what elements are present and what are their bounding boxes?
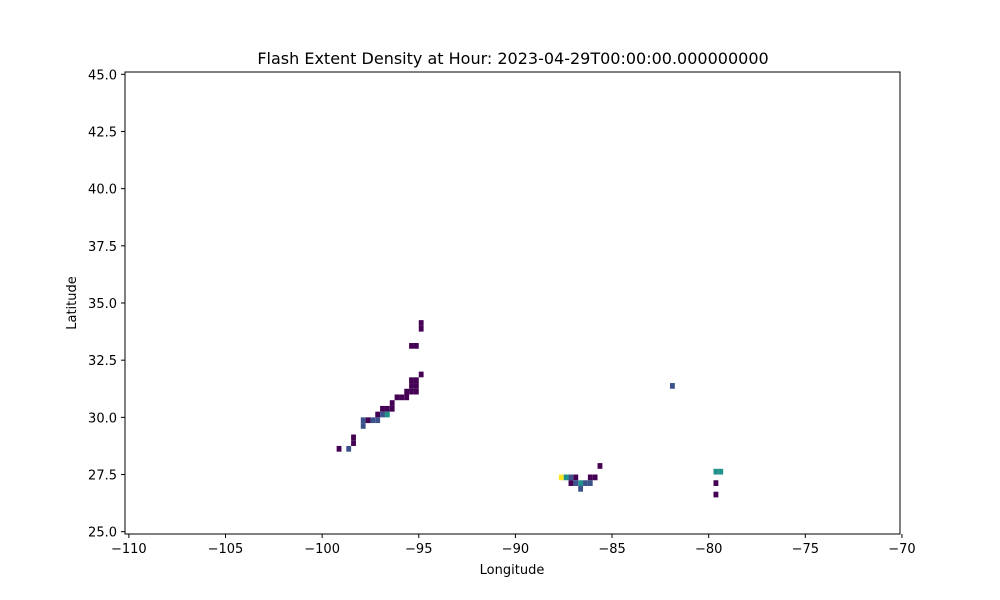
heatmap-cell xyxy=(384,405,390,412)
x-tick-label: −110 xyxy=(111,542,147,557)
y-tick-label: 27.5 xyxy=(88,469,117,484)
heatmap-cell xyxy=(413,377,419,384)
y-tick-label: 32.5 xyxy=(88,354,117,369)
heatmap-cell xyxy=(399,394,405,401)
heatmap-cell xyxy=(360,417,366,424)
x-tick-label: −95 xyxy=(405,542,432,557)
x-tick-label: −75 xyxy=(792,542,819,557)
x-tick-label: −90 xyxy=(502,542,529,557)
heatmap-cell xyxy=(558,474,564,481)
heatmap-cell xyxy=(384,411,390,418)
heatmap-cell xyxy=(413,383,419,389)
plot-frame xyxy=(124,71,901,535)
heatmap-cell xyxy=(375,411,381,418)
heatmap-cell xyxy=(573,474,579,481)
heatmap-cell xyxy=(573,480,579,486)
heatmap-cell xyxy=(568,480,574,486)
heatmap-cell xyxy=(351,440,356,446)
x-axis-label: Longitude xyxy=(480,563,545,578)
heatmap-cell xyxy=(713,491,719,498)
heatmap-cell xyxy=(380,411,385,418)
heatmap-cell xyxy=(418,371,424,378)
x-tick-label: −100 xyxy=(304,542,340,557)
heatmap-cell xyxy=(336,445,342,452)
heatmap-cell xyxy=(394,394,400,401)
heatmap-cell xyxy=(587,474,593,481)
y-tick-label: 25.0 xyxy=(88,526,117,541)
heatmap-cell xyxy=(389,405,395,412)
y-tick-label: 42.5 xyxy=(88,125,117,140)
heatmap-cell xyxy=(380,405,385,412)
heatmap-cell xyxy=(413,343,419,349)
heatmap-cell xyxy=(718,468,724,475)
x-tick-label: −105 xyxy=(208,542,244,557)
heatmap-cell xyxy=(418,325,424,332)
heatmap-cells xyxy=(336,320,724,498)
y-tick-label: 37.5 xyxy=(88,240,117,255)
y-axis-label: Latitude xyxy=(65,276,80,330)
x-tick-label: −70 xyxy=(888,542,915,557)
x-tick-label: −85 xyxy=(598,542,625,557)
x-tick-label: −80 xyxy=(695,542,722,557)
heatmap-cell xyxy=(713,480,719,486)
heatmap-cell xyxy=(592,474,598,481)
heatmap-cell xyxy=(578,480,584,486)
y-tick-label: 45.0 xyxy=(88,68,117,83)
heatmap-cell xyxy=(409,343,414,349)
y-axis-ticks: 25.0 27.5 30.0 32.5 35.0 37.5 40.0 42.5 45.0 xyxy=(88,68,125,541)
heatmap-cell xyxy=(418,320,424,326)
heatmap-cell xyxy=(578,485,584,492)
heatmap-cell xyxy=(587,480,593,486)
x-axis-ticks: −110 −105 −100 −95 −90 −85 −80 −75 −70 xyxy=(111,534,916,557)
heatmap-cell xyxy=(413,388,419,395)
heatmap-cell xyxy=(346,445,352,452)
heatmap-cell xyxy=(583,480,588,486)
y-tick-label: 30.0 xyxy=(88,411,117,426)
heatmap-cell xyxy=(597,463,603,469)
heatmap-cell xyxy=(409,383,414,389)
chart-title: Flash Extent Density at Hour: 2023-04-29… xyxy=(257,49,768,68)
heatmap-cell xyxy=(389,400,395,406)
heatmap-cell xyxy=(409,377,414,384)
heatmap-cell xyxy=(670,383,675,389)
heatmap-cell xyxy=(375,417,381,424)
heatmap-cell xyxy=(360,423,366,429)
heatmap-cell xyxy=(370,417,376,424)
heatmap-cell xyxy=(563,474,569,481)
heatmap-cell xyxy=(404,388,410,395)
heatmap-cell xyxy=(568,474,574,481)
heatmap-cell xyxy=(351,434,356,441)
heatmap-cell xyxy=(365,417,371,424)
y-tick-label: 40.0 xyxy=(88,183,117,198)
heatmap-cell xyxy=(713,468,719,475)
heatmap-cell xyxy=(404,394,410,401)
y-tick-label: 35.0 xyxy=(88,297,117,312)
heatmap-cell xyxy=(409,388,414,395)
